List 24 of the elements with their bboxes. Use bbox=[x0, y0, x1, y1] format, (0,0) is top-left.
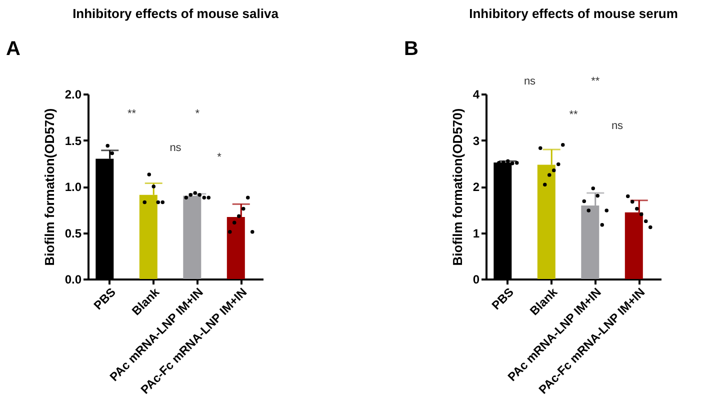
y-tick-label: 2 bbox=[472, 180, 480, 194]
y-tick-label: 1.5 bbox=[64, 134, 82, 148]
y-tick-label: 4 bbox=[472, 88, 480, 102]
annotation: ns bbox=[170, 142, 182, 154]
text: B bbox=[404, 38, 418, 60]
annotation: ** bbox=[569, 108, 578, 121]
y-tick-label: 0 bbox=[472, 272, 480, 286]
annotation: ** bbox=[127, 108, 137, 120]
text: ** bbox=[591, 76, 600, 88]
text: A bbox=[6, 38, 20, 60]
text: ns bbox=[524, 76, 536, 88]
y-axis-title: Biofilm formation(OD570) bbox=[450, 108, 465, 266]
y-axis-title: Biofilm formation(OD570) bbox=[42, 108, 57, 266]
y-tick-label: 2.0 bbox=[64, 88, 82, 102]
chart-title: Inhibitory effects of mouse serum bbox=[469, 6, 678, 21]
annotation: ns bbox=[611, 120, 624, 132]
annotation: * bbox=[217, 151, 222, 164]
y-tick-label: 0.0 bbox=[64, 272, 82, 286]
y-tick-label: 0.5 bbox=[64, 226, 82, 240]
y-tick-label: 3 bbox=[472, 134, 480, 148]
annotation: * bbox=[195, 108, 200, 120]
y-tick-label: 1 bbox=[472, 226, 480, 240]
chart-title: Inhibitory effects of mouse saliva bbox=[72, 6, 280, 21]
y-tick-label: 1.0 bbox=[64, 180, 82, 194]
